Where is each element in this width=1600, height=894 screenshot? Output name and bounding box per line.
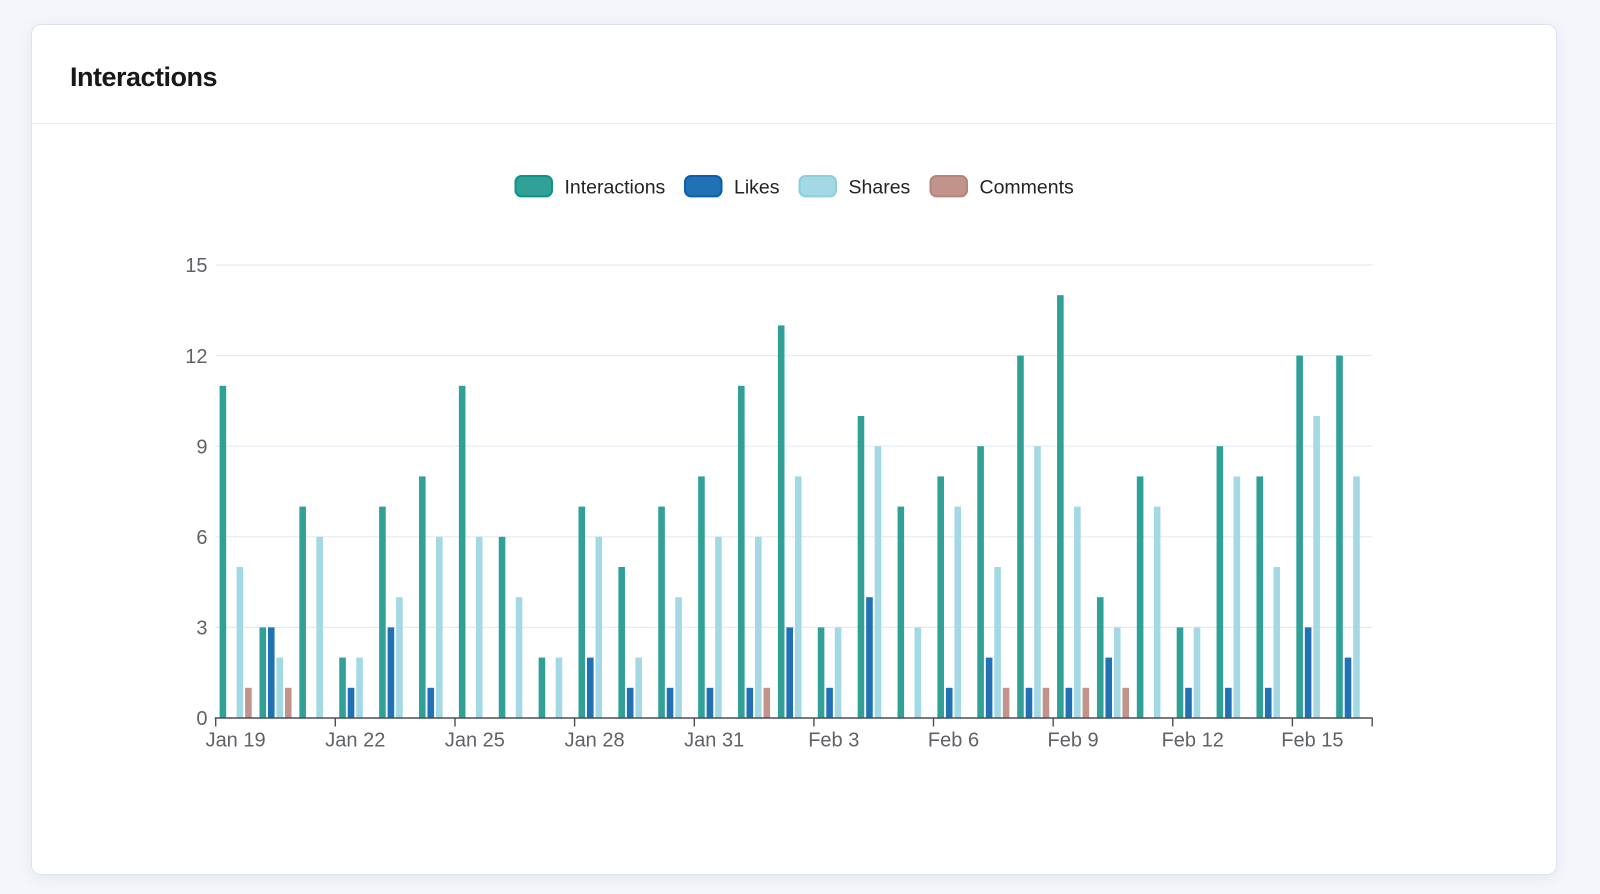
svg-text:Jan 25: Jan 25 [445, 730, 505, 752]
svg-text:Feb 15: Feb 15 [1281, 730, 1343, 752]
svg-text:Jan 22: Jan 22 [325, 730, 385, 752]
svg-text:Jan 31: Jan 31 [684, 730, 744, 752]
svg-text:Feb 3: Feb 3 [808, 730, 859, 752]
svg-text:0: 0 [196, 708, 207, 730]
svg-text:Shares: Shares [849, 177, 911, 199]
svg-text:Feb 6: Feb 6 [928, 730, 979, 752]
svg-text:6: 6 [196, 527, 207, 549]
svg-text:12: 12 [185, 346, 207, 368]
svg-text:Jan 28: Jan 28 [565, 730, 625, 752]
svg-text:Likes: Likes [734, 177, 780, 199]
svg-text:15: 15 [185, 255, 207, 277]
svg-text:3: 3 [196, 618, 207, 640]
svg-text:9: 9 [196, 436, 207, 458]
svg-text:Comments: Comments [980, 177, 1075, 199]
svg-text:Feb 9: Feb 9 [1048, 730, 1099, 752]
svg-text:Jan 19: Jan 19 [206, 730, 266, 752]
svg-text:Interactions: Interactions [565, 177, 666, 199]
svg-text:Feb 12: Feb 12 [1162, 730, 1224, 752]
